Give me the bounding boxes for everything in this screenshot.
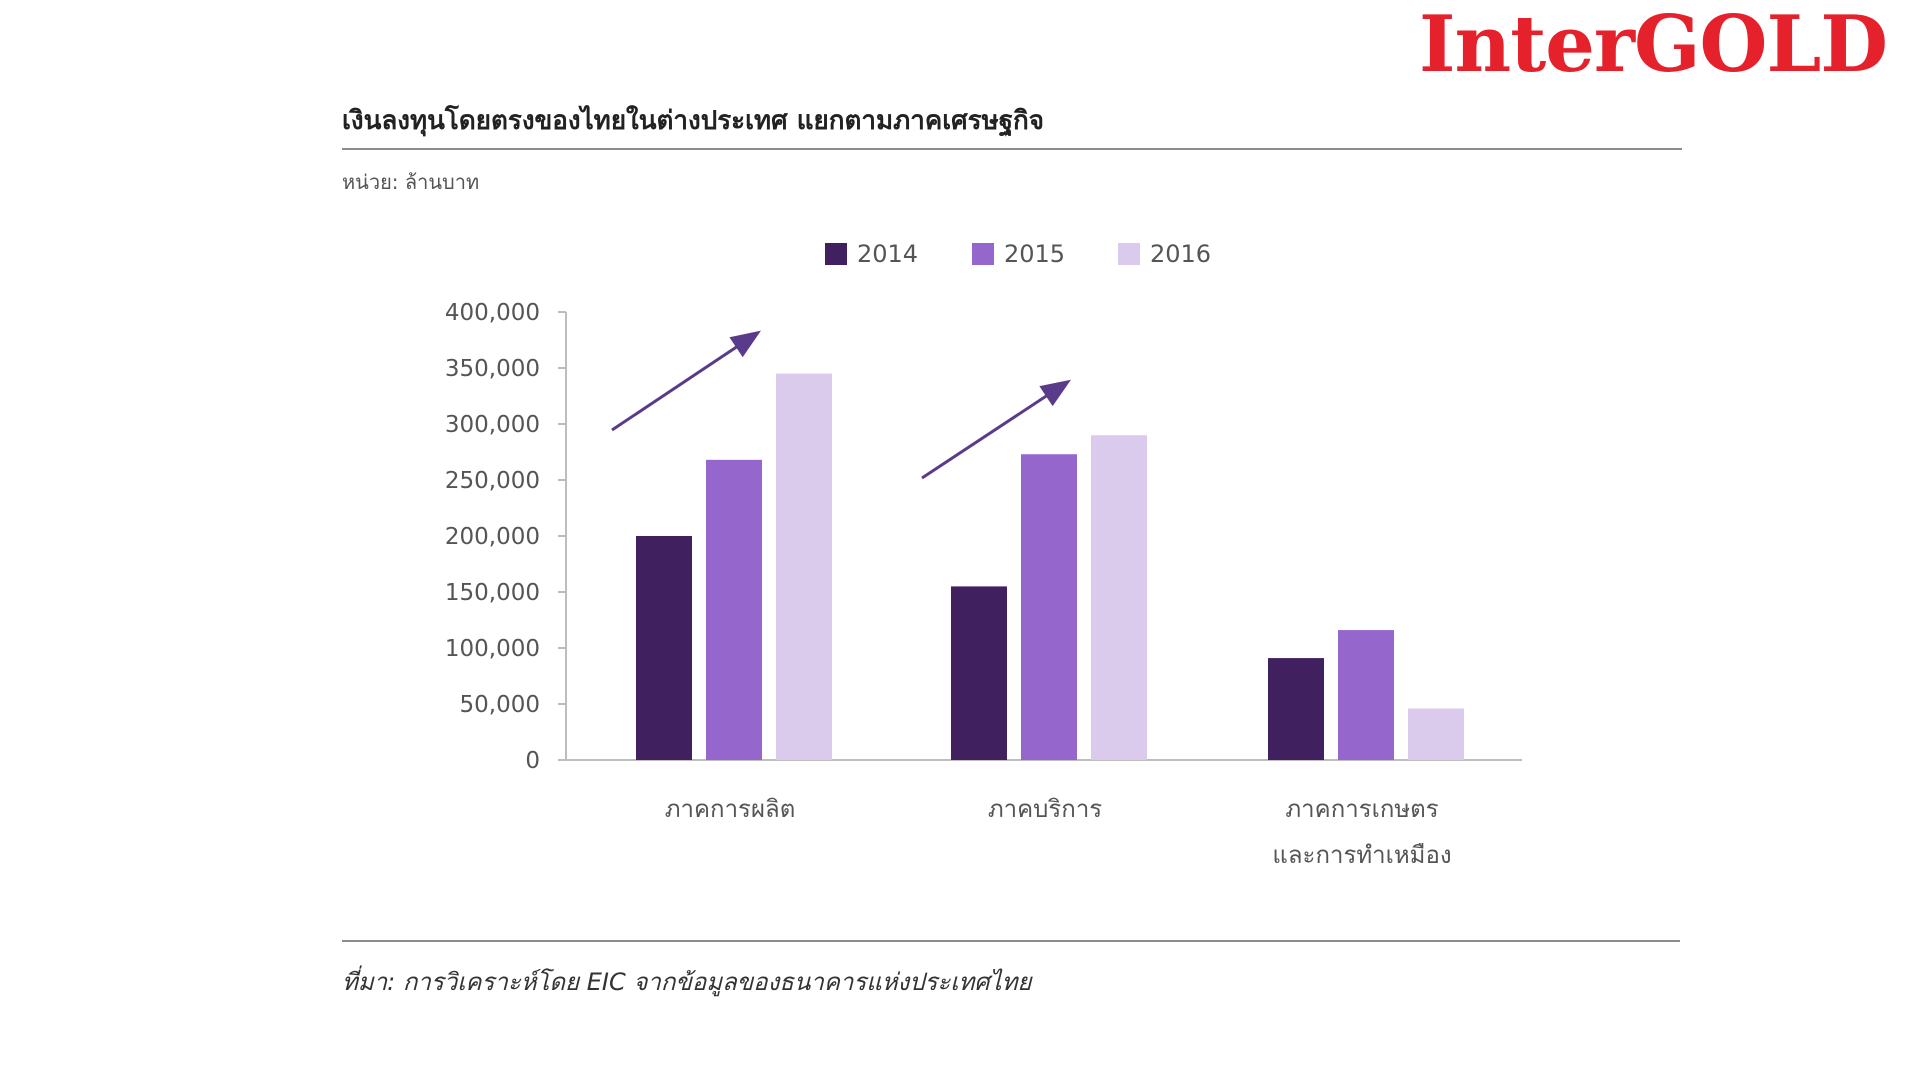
bar-2014-0 (636, 536, 692, 760)
bar-2015-0 (706, 459, 762, 760)
legend-item-2015: 2015 (972, 240, 1065, 268)
bar-2014-2 (1268, 658, 1324, 760)
category-label-line: ภาคบริการ (987, 795, 1103, 823)
chart-title: เงินลงทุนโดยตรงของไทยในต่างประเทศ แยกตาม… (342, 106, 1045, 136)
legend-swatch-2016 (1118, 243, 1140, 265)
y-tick-label: 150,000 (445, 580, 540, 606)
category-label-line: ภาคการเกษตร (1285, 795, 1439, 823)
category-label-manufacturing: ภาคการผลิต (580, 786, 880, 832)
unit-label: หน่วย: ล้านบาท (342, 170, 480, 194)
legend-swatch-2015 (972, 243, 994, 265)
y-tick-label: 400,000 (445, 300, 540, 326)
trend-arrow-0 (611, 330, 761, 432)
category-label-line: และการทำเหมือง (1272, 841, 1452, 869)
legend-item-2016: 2016 (1118, 240, 1211, 268)
source-note: ที่มา: การวิเคราะห์โดย EIC จากข้อมูลของธ… (342, 968, 1032, 996)
bar-2014-1 (951, 586, 1007, 760)
category-label-agriculture-mining: ภาคการเกษตร และการทำเหมือง (1212, 786, 1512, 878)
legend-label-2015: 2015 (1004, 240, 1066, 268)
y-tick-label: 300,000 (445, 412, 540, 438)
y-tick-label: 250,000 (445, 468, 540, 494)
y-tick-label: 350,000 (445, 356, 540, 382)
category-label-services: ภาคบริการ (895, 786, 1195, 832)
footer-divider (342, 940, 1680, 942)
bar-2016-1 (1091, 435, 1147, 760)
bar-2016-0 (776, 373, 832, 760)
y-tick-label: 50,000 (460, 692, 540, 718)
bar-2016-2 (1408, 708, 1464, 760)
intergold-logo: InterGOLD (1419, 0, 1888, 90)
legend-swatch-2014 (825, 243, 847, 265)
legend-label-2014: 2014 (857, 240, 919, 268)
bar-2015-1 (1021, 454, 1077, 760)
category-label-line: ภาคการผลิต (664, 795, 796, 823)
y-tick-label: 0 (525, 748, 540, 774)
bar-2015-2 (1338, 630, 1394, 760)
title-divider (342, 148, 1682, 150)
y-tick-label: 100,000 (445, 636, 540, 662)
y-tick-label: 200,000 (445, 524, 540, 550)
legend-label-2016: 2016 (1150, 240, 1212, 268)
trend-arrow-1 (921, 379, 1072, 480)
legend-item-2014: 2014 (825, 240, 918, 268)
